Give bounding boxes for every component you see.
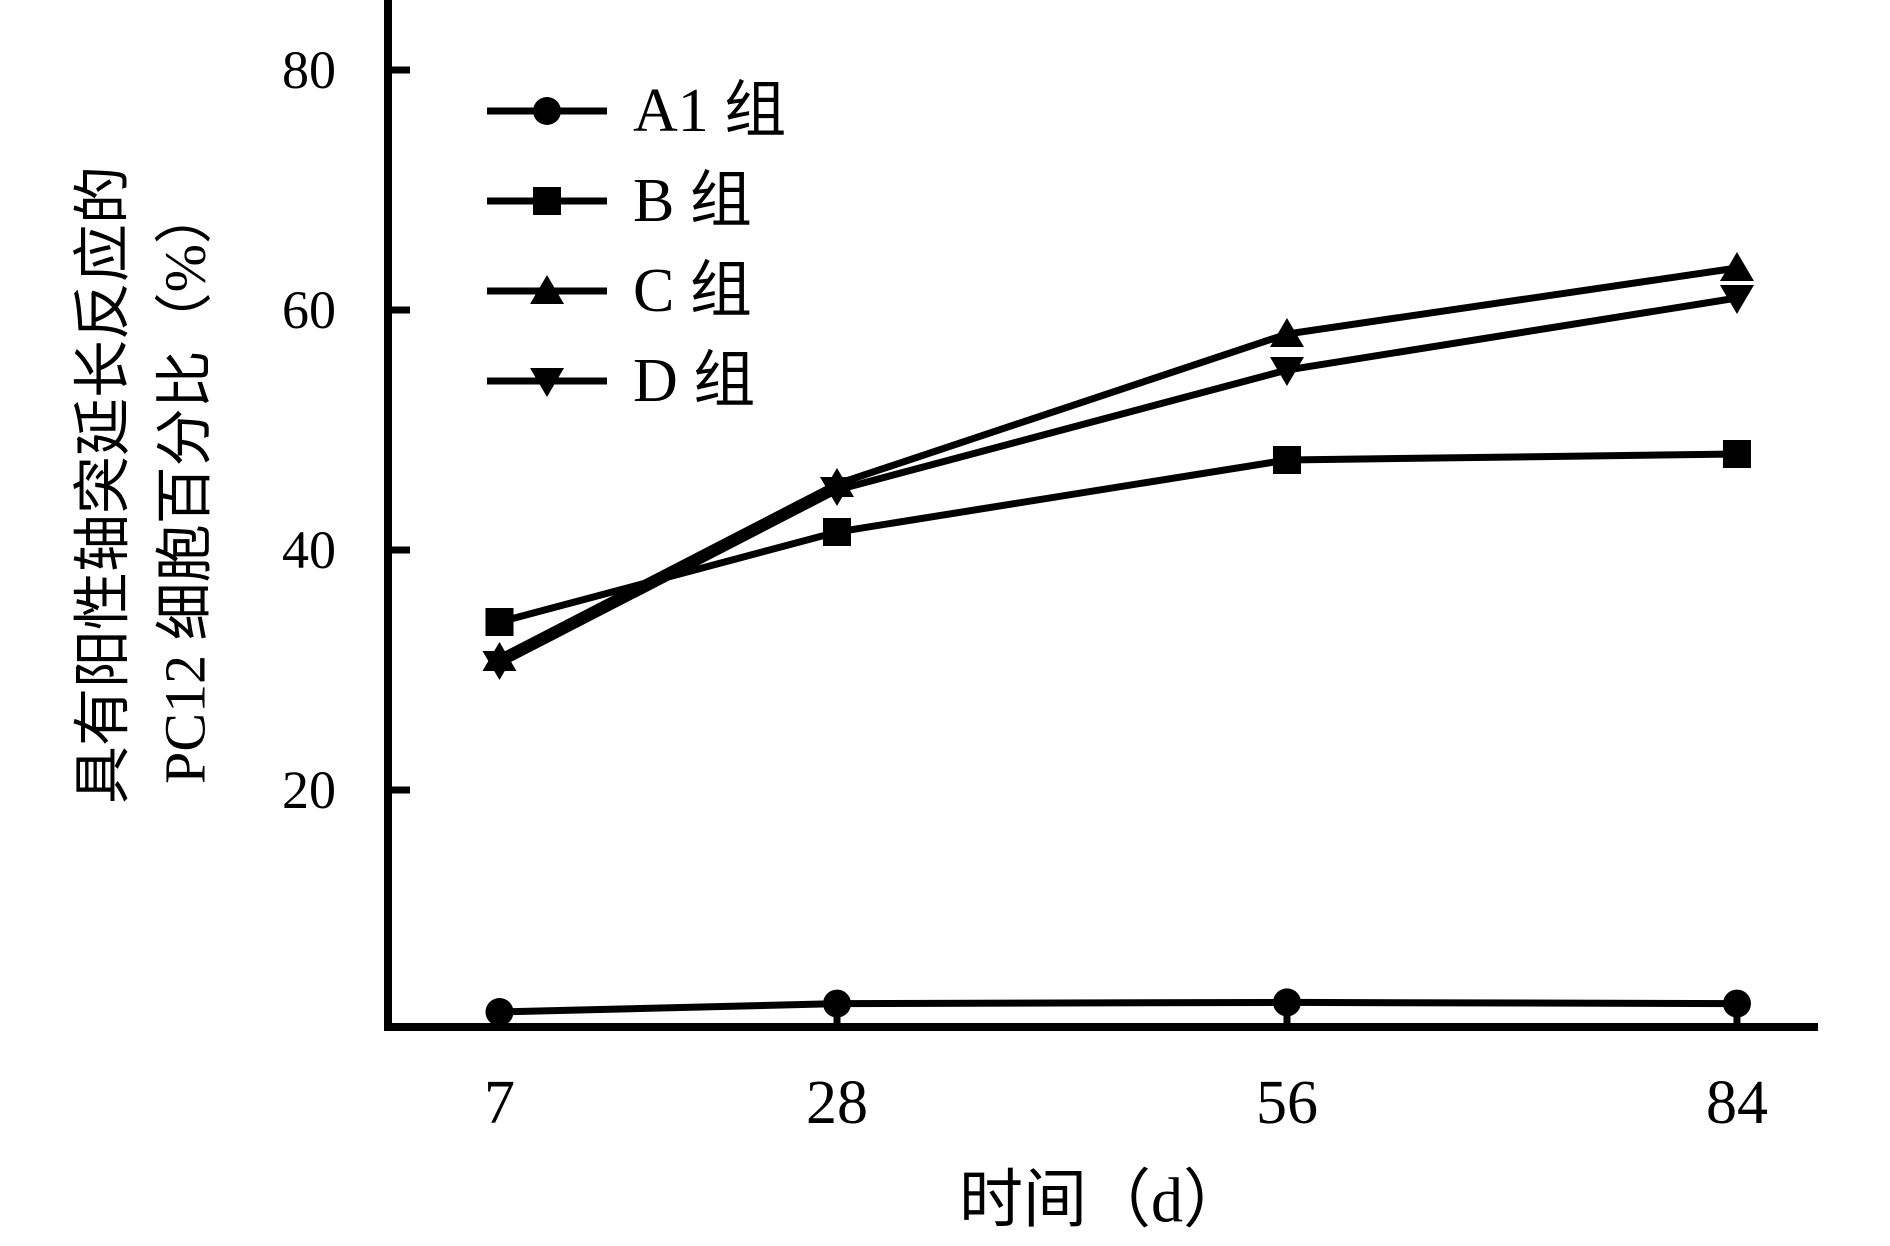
data-point-marker-0 — [1722, 989, 1751, 1018]
y-tick-label: 60 — [282, 280, 336, 340]
data-point-marker-1 — [485, 608, 514, 636]
data-point-marker-0 — [1272, 988, 1301, 1017]
y-tick-label: 40 — [282, 520, 336, 580]
series-line-3 — [497, 294, 1738, 668]
data-point-marker-0 — [822, 989, 851, 1018]
data-point-marker-3 — [1719, 285, 1754, 314]
series-line-2 — [497, 264, 1738, 662]
legend-label: B 组 — [633, 167, 752, 235]
data-point-marker-0 — [485, 998, 514, 1026]
y-tick-label: 80 — [282, 40, 336, 100]
x-tick-label: 28 — [806, 1069, 868, 1137]
series-line-1 — [498, 450, 1738, 626]
y-tick-label: 20 — [282, 760, 336, 820]
x-axis-title: 时间（d） — [959, 1165, 1247, 1236]
legend-triangle-down-icon — [530, 368, 564, 397]
data-point-marker-3 — [1269, 357, 1304, 386]
data-point-marker-1 — [822, 518, 851, 546]
x-tick-label: 84 — [1706, 1069, 1768, 1137]
legend-label: C 组 — [633, 257, 752, 325]
series-line-0 — [499, 998, 1737, 1016]
legend-square-icon — [533, 187, 561, 215]
data-point-marker-3 — [482, 651, 517, 680]
legend-triangle-up-icon — [530, 275, 564, 304]
data-point-marker-1 — [1722, 440, 1751, 468]
y-axis-title-line-2: PC12 细胞百分比（%） — [153, 186, 218, 784]
data-point-marker-3 — [819, 477, 854, 506]
data-point-marker-2 — [1719, 252, 1754, 281]
y-axis-title-line-1: 具有阳性轴突延长反应的 — [71, 166, 136, 804]
data-point-marker-2 — [1269, 318, 1304, 347]
data-point-marker-1 — [1272, 446, 1301, 474]
legend-label: A1 组 — [633, 77, 786, 145]
legend-circle-icon — [533, 97, 561, 125]
x-tick-label: 56 — [1256, 1069, 1318, 1137]
legend-label: D 组 — [633, 347, 755, 415]
x-tick-label: 7 — [484, 1069, 515, 1137]
